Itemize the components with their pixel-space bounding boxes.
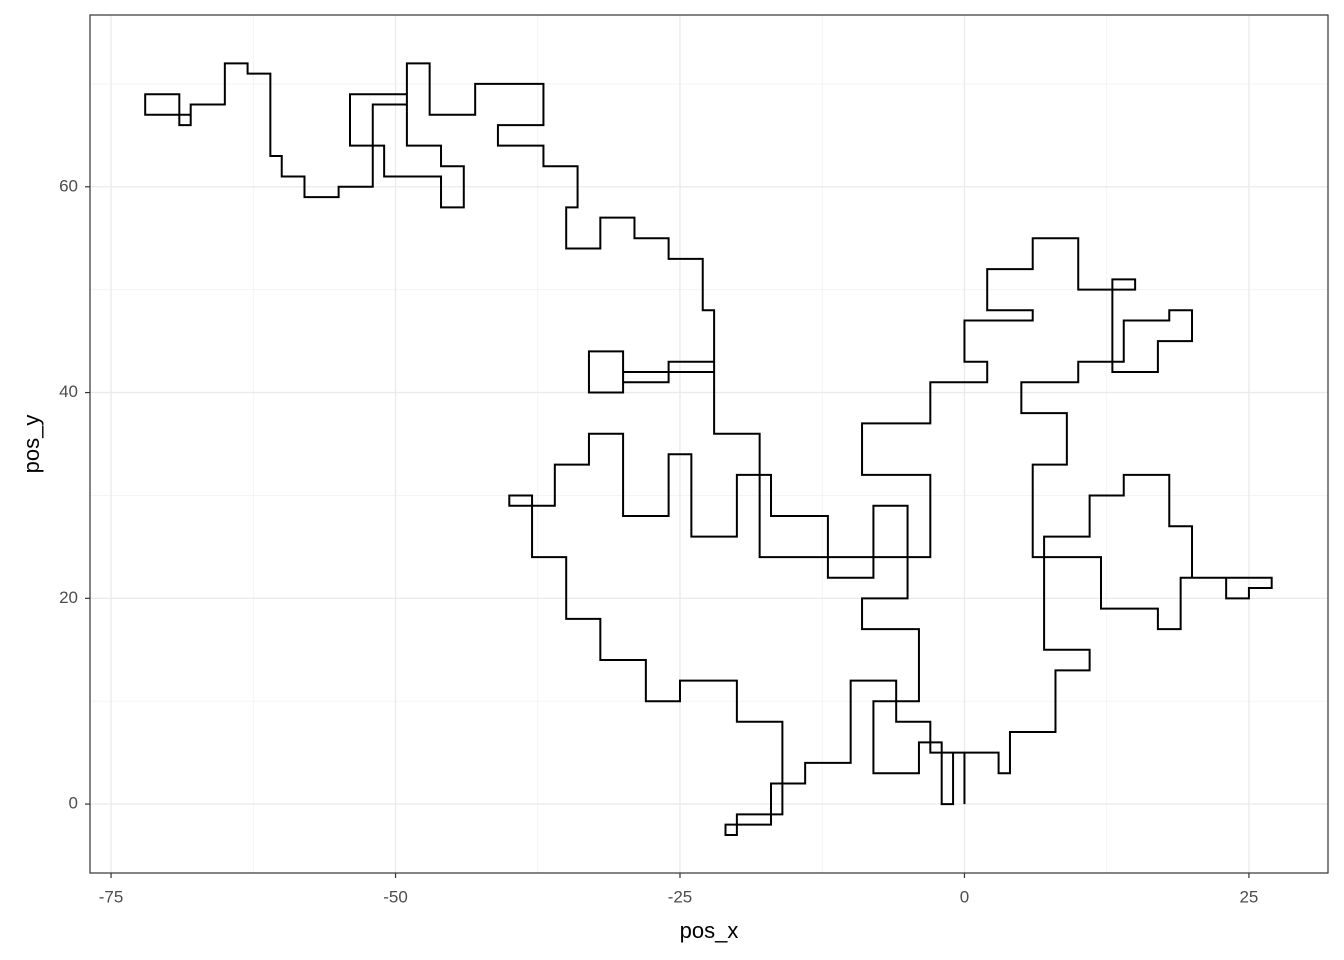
- x-tick-label: -50: [383, 887, 408, 906]
- x-axis-title: pos_x: [680, 918, 739, 943]
- panel-border: [89, 14, 1329, 874]
- plot-panel: [90, 15, 1328, 873]
- x-tick-label: -75: [99, 887, 124, 906]
- x-tick-label: 25: [1239, 887, 1258, 906]
- y-tick-label: 20: [59, 588, 78, 607]
- y-tick-label: 40: [59, 382, 78, 401]
- x-tick-label: 0: [960, 887, 969, 906]
- y-tick-label: 0: [69, 794, 78, 813]
- y-tick-label: 60: [59, 176, 78, 195]
- y-axis-title: pos_y: [19, 415, 44, 474]
- walk-path: [144, 62, 1273, 836]
- x-tick-label: -25: [668, 887, 693, 906]
